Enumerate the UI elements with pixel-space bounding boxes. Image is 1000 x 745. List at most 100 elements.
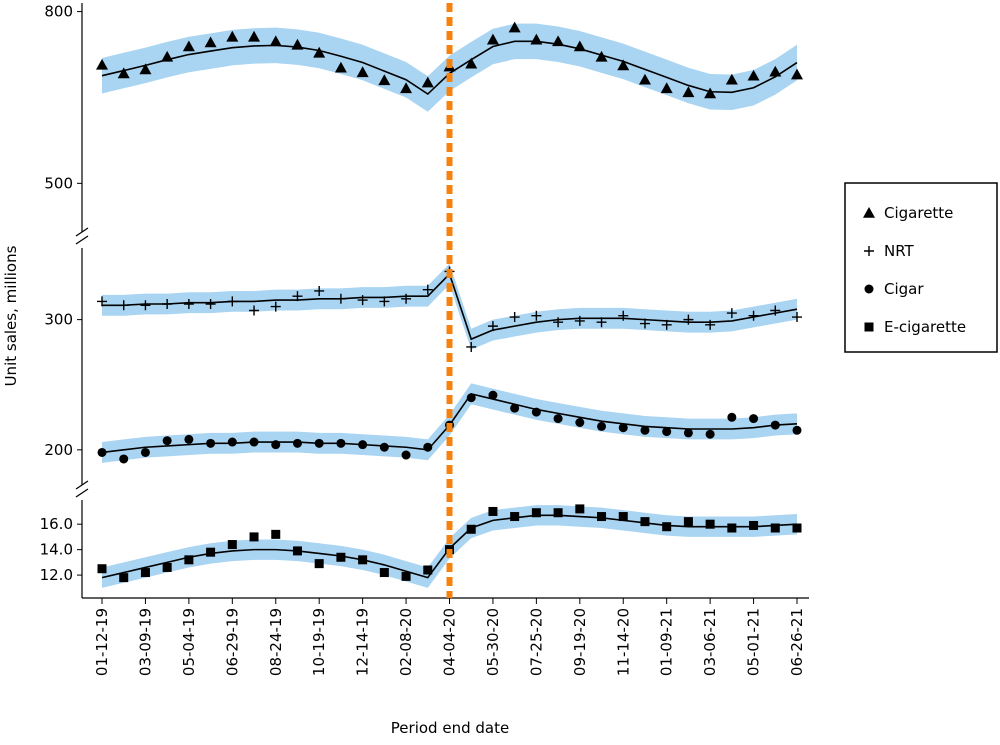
marker [726, 308, 737, 319]
marker [553, 508, 563, 518]
x-tick-label: 03-06-21 [701, 608, 719, 676]
marker [749, 520, 759, 530]
marker [271, 440, 281, 450]
marker [292, 291, 303, 302]
marker [184, 434, 194, 444]
marker [749, 414, 759, 424]
marker [183, 298, 194, 309]
marker [292, 438, 302, 448]
x-tick-label: 01-12-19 [93, 608, 111, 676]
marker [704, 87, 717, 99]
marker [466, 393, 476, 403]
marker [638, 73, 651, 85]
marker [401, 450, 411, 460]
x-tick-label: 11-14-20 [614, 608, 632, 676]
x-tick-label: 06-26-21 [788, 608, 806, 676]
marker [423, 442, 433, 452]
marker [271, 529, 281, 539]
x-tick-label: 05-30-20 [484, 608, 502, 676]
marker [291, 38, 304, 50]
marker [725, 73, 738, 85]
marker [683, 314, 694, 325]
marker [748, 310, 759, 321]
marker [314, 559, 324, 569]
marker [553, 414, 563, 424]
marker [336, 438, 346, 448]
marker [662, 427, 672, 437]
marker [206, 547, 216, 557]
marker [422, 284, 433, 295]
marker [358, 555, 368, 565]
marker [531, 407, 541, 417]
marker [769, 65, 782, 77]
legend: Cigarette NRT Cigar E-cigarette [863, 204, 966, 336]
marker [401, 293, 412, 304]
marker [660, 82, 673, 94]
marker [618, 423, 628, 433]
marker [864, 322, 874, 332]
marker [204, 36, 217, 48]
legend-label: E-cigarette [884, 318, 966, 336]
marker [182, 40, 195, 52]
marker [792, 425, 802, 435]
marker [573, 40, 586, 52]
y-axis-label: Unit sales, millions [2, 245, 20, 386]
marker [421, 76, 434, 88]
marker [119, 573, 129, 583]
marker [118, 300, 129, 311]
marker [575, 504, 585, 514]
marker [140, 568, 150, 578]
marker [357, 295, 368, 306]
marker [466, 341, 477, 352]
marker [97, 296, 107, 307]
marker [226, 30, 239, 42]
marker [117, 67, 130, 79]
marker [488, 506, 498, 516]
marker [531, 508, 541, 518]
marker [313, 46, 326, 58]
marker [356, 66, 369, 78]
y-tick-label: 300 [44, 311, 73, 329]
marker [378, 74, 391, 86]
x-tick-label: 10-19-19 [310, 608, 328, 676]
marker [662, 522, 672, 532]
marker [683, 517, 693, 527]
marker [227, 540, 237, 550]
marker [314, 285, 325, 296]
legend-label: Cigar [884, 280, 924, 298]
marker [205, 298, 216, 309]
marker [379, 296, 390, 307]
y-tick-label: 800 [44, 3, 73, 21]
marker [864, 284, 874, 294]
marker [574, 315, 585, 326]
plot-area: 500 800 200 300 12.0 14.0 16.0 01-12-19 03-09-19… [40, 3, 809, 676]
y-tick-label: 200 [44, 441, 73, 459]
marker [140, 300, 151, 311]
marker [184, 555, 194, 565]
x-tick-label: 03-09-19 [136, 608, 154, 676]
marker [161, 50, 174, 62]
x-tick-label: 07-25-20 [527, 608, 545, 676]
marker [705, 319, 716, 330]
marker [617, 59, 630, 71]
marker [618, 512, 628, 522]
marker [530, 33, 543, 45]
marker [508, 21, 521, 33]
marker [358, 440, 368, 450]
marker [864, 246, 874, 256]
axis-break [75, 227, 89, 245]
marker [249, 532, 259, 542]
y-tick-label: 12.0 [40, 566, 73, 584]
marker [249, 437, 259, 447]
x-tick-label: 06-29-19 [223, 608, 241, 676]
marker [96, 58, 108, 70]
marker [640, 517, 650, 527]
x-tick-label: 02-08-20 [397, 608, 415, 676]
marker [727, 523, 737, 533]
marker [595, 50, 608, 62]
marker [379, 568, 389, 578]
marker [863, 207, 875, 218]
y-tick-label: 16.0 [40, 515, 73, 533]
marker [552, 35, 565, 47]
